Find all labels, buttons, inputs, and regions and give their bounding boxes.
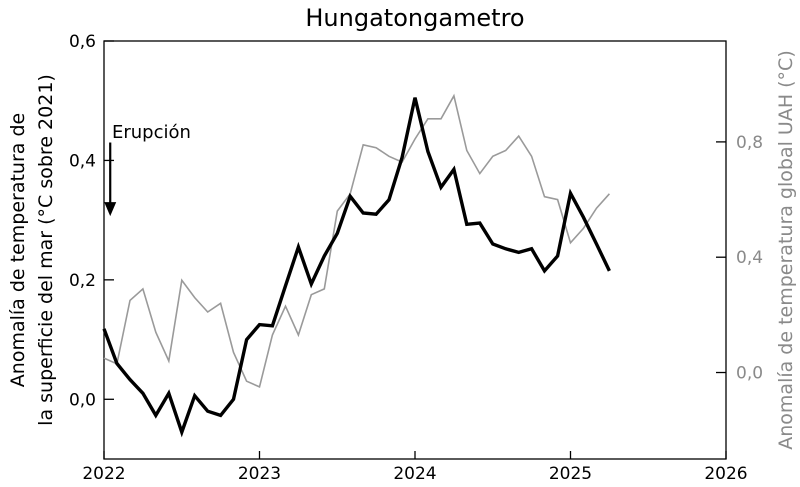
y-axis-label-right: Anomalía de temperatura global UAH (°C): [775, 50, 797, 450]
eruption-label: Erupción: [112, 122, 191, 143]
series: [102, 93, 611, 438]
x-tick-label: 2023: [238, 464, 281, 484]
eruption-arrow-head: [104, 202, 117, 217]
y-left-tick-label: 0,4: [69, 151, 96, 171]
y-left-tick-label: 0,2: [69, 271, 96, 291]
y-right-tick-label: 0,0: [736, 364, 763, 384]
chart-title: Hungatongametro: [305, 4, 524, 32]
x-tick-label: 2022: [82, 464, 125, 484]
series-line-sea-surface: [102, 97, 611, 438]
y-right-tick-label: 0,8: [736, 133, 763, 153]
y-axis-label-left-line2: la superficie del mar (°C sobre 2021): [35, 74, 57, 426]
x-tick-label: 2025: [549, 464, 592, 484]
series-line-uah-global: [103, 93, 610, 389]
x-tick-label: 2026: [704, 464, 747, 484]
y-axis-label-left-line1: Anomalía de temperatura de: [7, 113, 29, 387]
ticks: 0,0 0,2 0,4 0,6 0,0 0,4 0,8 2022 2023 2024 2025 202…: [69, 32, 763, 484]
x-tick-label: 2024: [393, 464, 436, 484]
y-left-tick-label: 0,6: [69, 32, 96, 52]
eruption-annotation: Erupción: [104, 122, 191, 217]
y-right-tick-label: 0,4: [736, 248, 763, 268]
y-left-tick-label: 0,0: [69, 390, 96, 410]
